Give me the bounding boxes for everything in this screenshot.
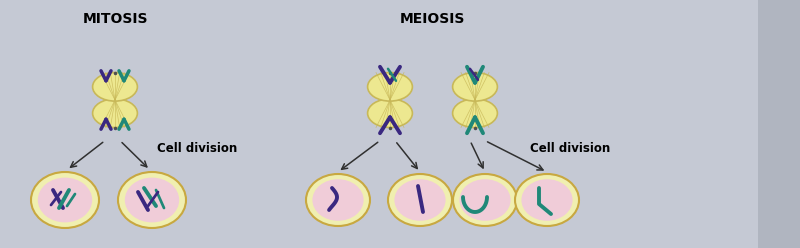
Ellipse shape	[93, 72, 138, 101]
Ellipse shape	[453, 99, 498, 127]
Text: Cell division: Cell division	[157, 142, 238, 155]
Ellipse shape	[118, 172, 186, 228]
Ellipse shape	[306, 174, 370, 226]
Ellipse shape	[388, 174, 452, 226]
Text: Cell division: Cell division	[530, 142, 610, 155]
Ellipse shape	[368, 99, 413, 127]
Ellipse shape	[453, 72, 498, 101]
Ellipse shape	[515, 174, 579, 226]
Ellipse shape	[312, 179, 363, 221]
Text: MEIOSIS: MEIOSIS	[400, 12, 465, 26]
Ellipse shape	[31, 172, 99, 228]
Ellipse shape	[38, 178, 92, 222]
Bar	[758, 0, 800, 248]
Ellipse shape	[459, 179, 510, 221]
Text: MITOSIS: MITOSIS	[82, 12, 148, 26]
Ellipse shape	[522, 179, 573, 221]
Ellipse shape	[453, 174, 517, 226]
Ellipse shape	[394, 179, 446, 221]
Ellipse shape	[368, 72, 413, 101]
Ellipse shape	[125, 178, 179, 222]
Ellipse shape	[93, 99, 138, 127]
